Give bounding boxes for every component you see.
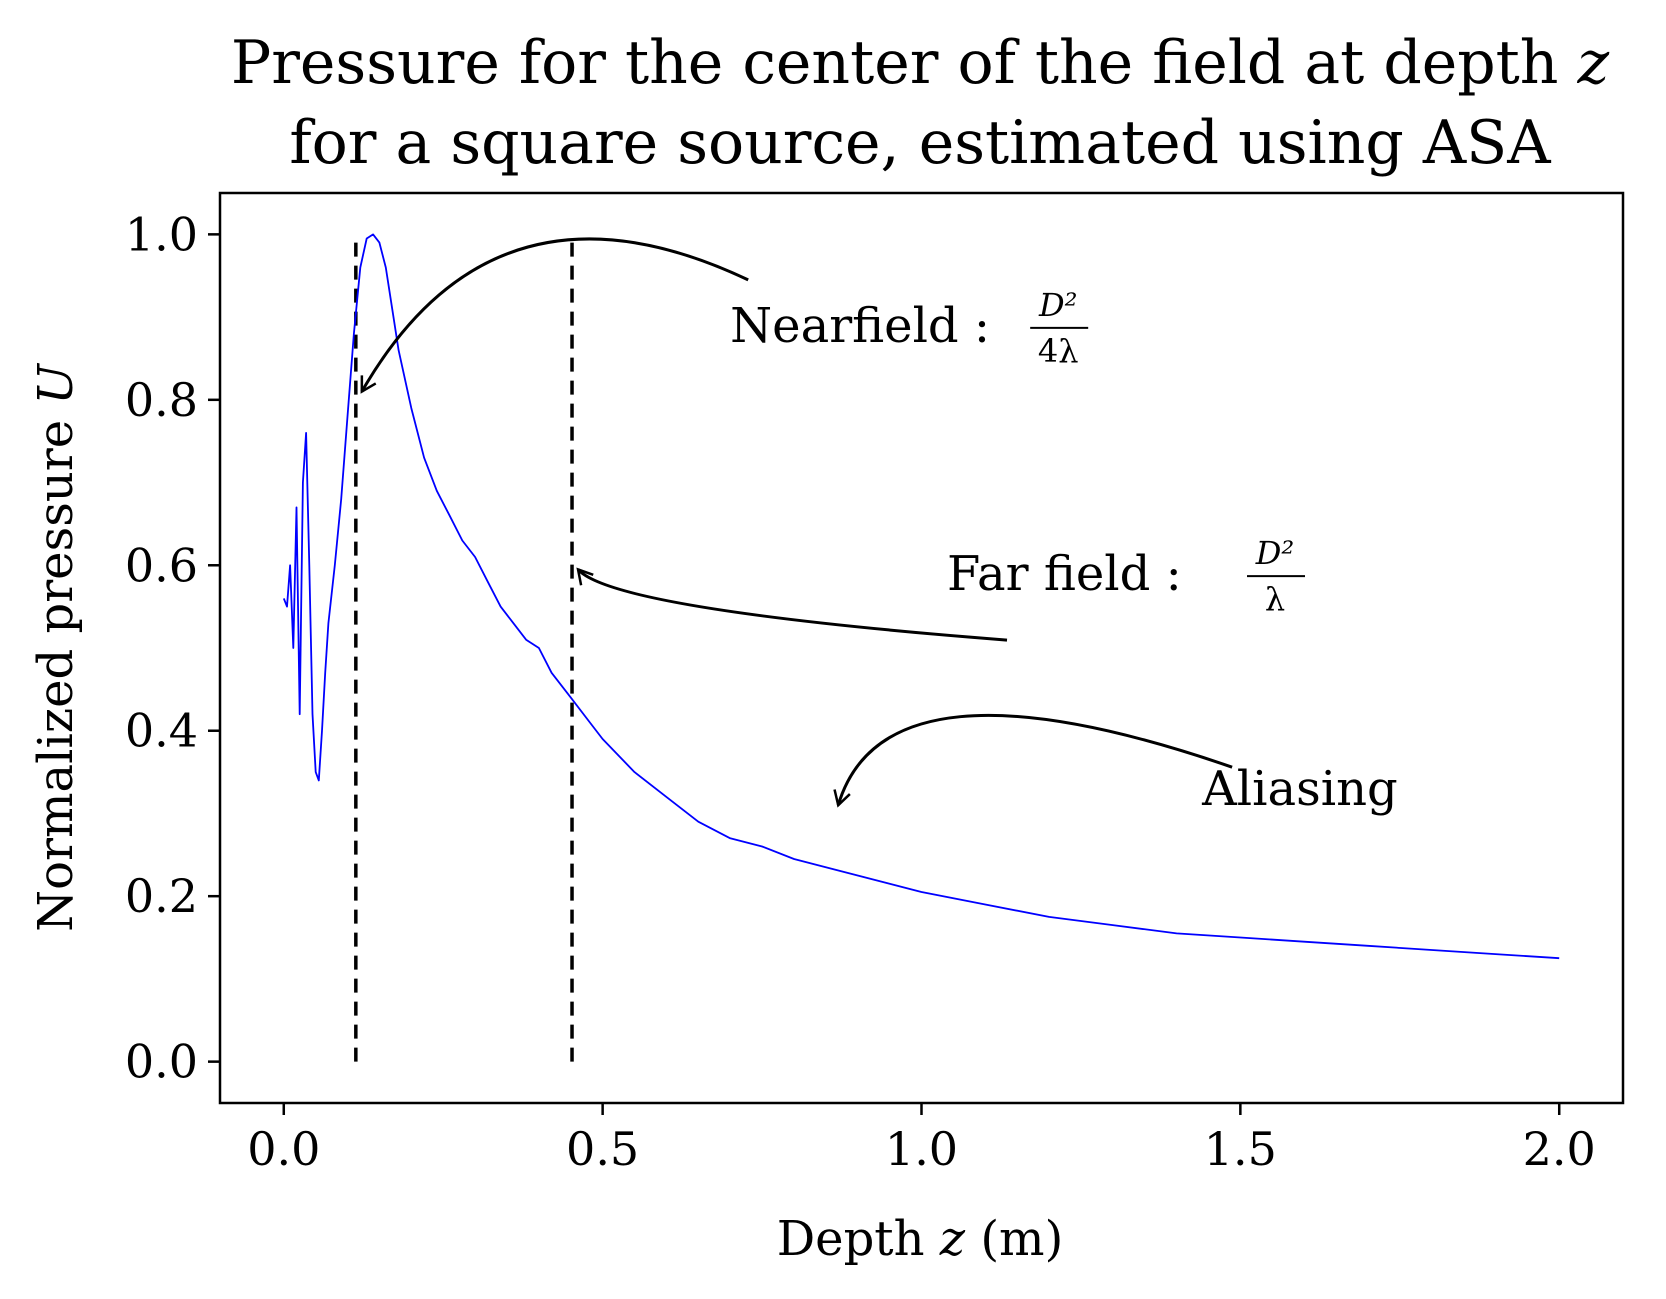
y-tick-label: 0.0 bbox=[125, 1035, 198, 1089]
x-axis-ticks: 0.0 0.5 1.0 1.5 2.0 bbox=[247, 1103, 1596, 1176]
y-axis-label: Normalized pressure U bbox=[28, 363, 84, 932]
annotation-label: Nearfield : bbox=[730, 298, 990, 354]
y-tick-label: 0.4 bbox=[125, 704, 198, 758]
y-tick-label: 0.6 bbox=[125, 538, 198, 592]
x-tick-label: 0.0 bbox=[247, 1122, 320, 1176]
chart-title-line-1: Pressure for the center of the field at … bbox=[231, 28, 1610, 98]
y-axis-ticks: 0.0 0.2 0.4 0.6 0.8 1.0 bbox=[125, 207, 220, 1089]
x-tick-label: 1.5 bbox=[1204, 1122, 1277, 1176]
annotation-formula-numerator: D² bbox=[1038, 286, 1077, 324]
annotation-label: Far field : bbox=[947, 546, 1182, 602]
annotation-arrow bbox=[360, 237, 749, 394]
annotation-label: Aliasing bbox=[1201, 761, 1398, 817]
annotations: Nearfield : D² 4λ Far field : D² λ Aliasing bbox=[360, 237, 1398, 817]
annotation-formula-denominator: 4λ bbox=[1038, 332, 1079, 370]
annotation-formula-denominator: λ bbox=[1265, 580, 1285, 618]
annotation-formula-numerator: D² bbox=[1255, 534, 1294, 572]
x-axis-label: Depth z (m) bbox=[777, 1211, 1064, 1267]
x-tick-label: 1.0 bbox=[885, 1122, 958, 1176]
annotation-arrow bbox=[833, 713, 1233, 808]
y-tick-label: 1.0 bbox=[125, 207, 198, 261]
y-tick-label: 0.2 bbox=[125, 869, 198, 923]
chart-title-line-2: for a square source, estimated using ASA bbox=[289, 108, 1551, 178]
x-tick-label: 2.0 bbox=[1523, 1122, 1596, 1176]
x-tick-label: 0.5 bbox=[566, 1122, 639, 1176]
y-tick-label: 0.8 bbox=[125, 373, 198, 427]
series-group bbox=[282, 233, 1560, 960]
pressure-series-line bbox=[282, 233, 1560, 960]
annotation-arrow bbox=[576, 567, 1008, 642]
